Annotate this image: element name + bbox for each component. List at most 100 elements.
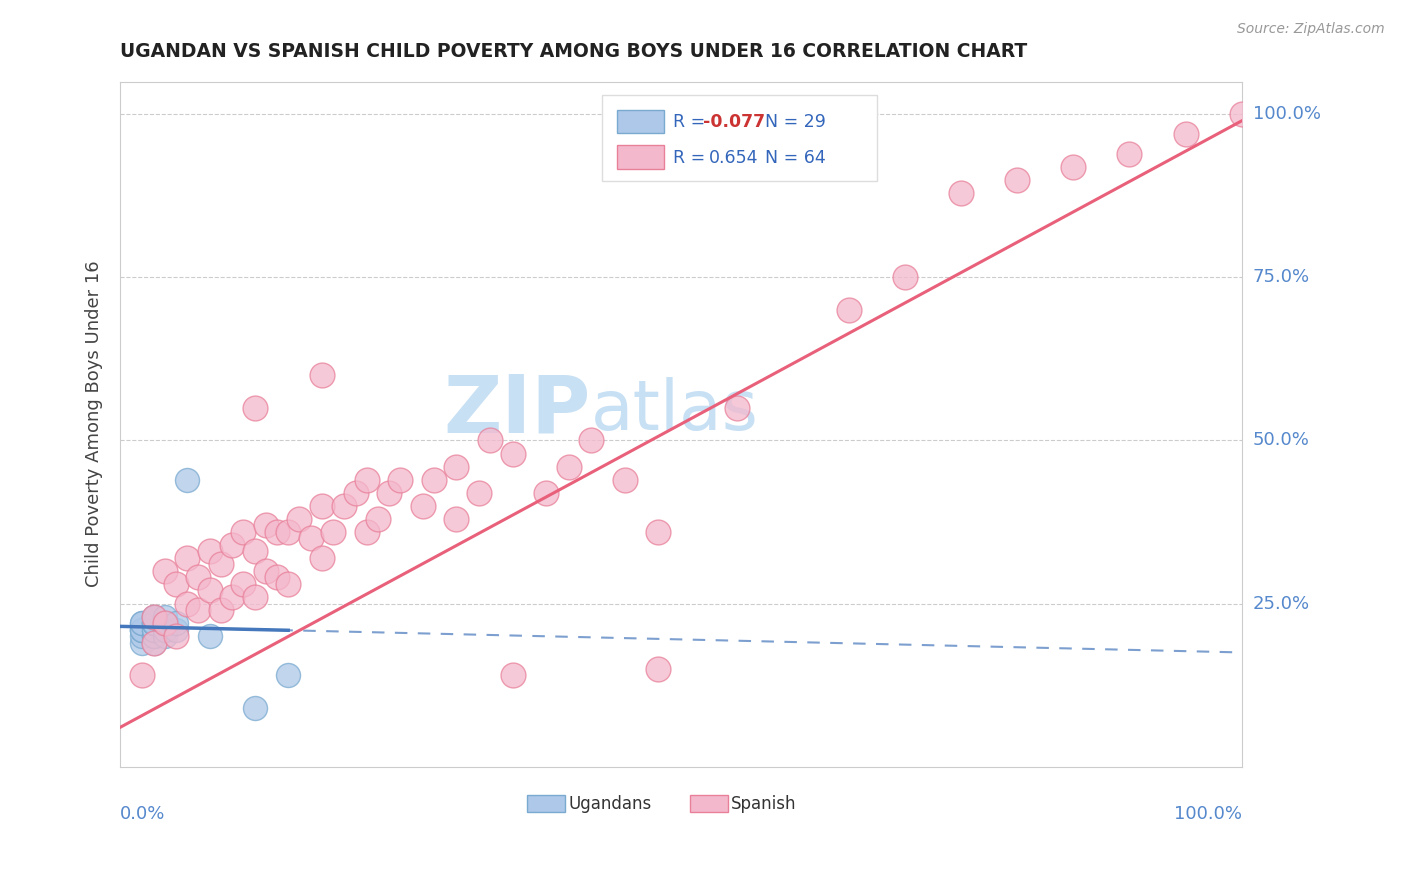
Point <box>232 577 254 591</box>
Point <box>153 616 176 631</box>
Y-axis label: Child Poverty Among Boys Under 16: Child Poverty Among Boys Under 16 <box>86 260 103 588</box>
Point <box>412 499 434 513</box>
Point <box>446 512 468 526</box>
FancyBboxPatch shape <box>602 95 877 181</box>
Point <box>198 583 221 598</box>
Point <box>243 590 266 604</box>
Point <box>142 609 165 624</box>
Point <box>232 524 254 539</box>
Text: N = 29: N = 29 <box>754 113 825 131</box>
Text: R =: R = <box>673 150 716 168</box>
Point <box>176 597 198 611</box>
Point <box>1007 172 1029 186</box>
Point <box>254 564 277 578</box>
Point <box>209 558 232 572</box>
Point <box>153 609 176 624</box>
Text: UGANDAN VS SPANISH CHILD POVERTY AMONG BOYS UNDER 16 CORRELATION CHART: UGANDAN VS SPANISH CHILD POVERTY AMONG B… <box>120 42 1028 61</box>
Point <box>176 473 198 487</box>
Point <box>894 270 917 285</box>
Point <box>311 368 333 383</box>
Point <box>502 668 524 682</box>
Point <box>153 623 176 637</box>
Point <box>647 662 669 676</box>
Point <box>131 616 153 631</box>
Text: 75.0%: 75.0% <box>1253 268 1310 286</box>
Text: Ugandans: Ugandans <box>568 796 652 814</box>
Point <box>468 485 491 500</box>
Point <box>344 485 367 500</box>
Point <box>142 629 165 643</box>
Point <box>266 524 288 539</box>
Point <box>243 701 266 715</box>
Point <box>557 459 579 474</box>
Text: ZIP: ZIP <box>444 371 591 450</box>
FancyBboxPatch shape <box>690 795 728 813</box>
Point <box>153 616 176 631</box>
Point <box>187 570 209 584</box>
Point <box>838 303 860 318</box>
Point <box>153 564 176 578</box>
Point <box>142 623 165 637</box>
Text: 25.0%: 25.0% <box>1253 595 1310 613</box>
Point <box>534 485 557 500</box>
Point <box>142 609 165 624</box>
Point <box>299 531 322 545</box>
Point <box>613 473 636 487</box>
Point <box>142 609 165 624</box>
Point <box>131 623 153 637</box>
Point <box>153 616 176 631</box>
Point <box>153 629 176 643</box>
Point <box>131 623 153 637</box>
FancyBboxPatch shape <box>617 110 664 133</box>
Point <box>288 512 311 526</box>
Point <box>243 544 266 558</box>
Text: atlas: atlas <box>591 377 759 444</box>
Point <box>176 550 198 565</box>
FancyBboxPatch shape <box>617 145 664 169</box>
Point <box>579 434 602 448</box>
Point <box>423 473 446 487</box>
Text: -0.077: -0.077 <box>703 113 765 131</box>
Text: 0.0%: 0.0% <box>120 805 166 823</box>
Point <box>1174 127 1197 141</box>
Point <box>165 616 187 631</box>
Point <box>367 512 389 526</box>
Point <box>142 616 165 631</box>
Point <box>198 629 221 643</box>
Point <box>142 623 165 637</box>
Point <box>446 459 468 474</box>
Point <box>142 635 165 649</box>
Point <box>1230 107 1253 121</box>
Point <box>502 446 524 460</box>
Text: Spanish: Spanish <box>731 796 797 814</box>
Point <box>131 635 153 649</box>
Text: Source: ZipAtlas.com: Source: ZipAtlas.com <box>1237 22 1385 37</box>
Text: R =: R = <box>673 113 710 131</box>
Point <box>479 434 502 448</box>
Point <box>950 186 973 200</box>
Text: 100.0%: 100.0% <box>1174 805 1241 823</box>
Text: N = 64: N = 64 <box>754 150 825 168</box>
Point <box>142 616 165 631</box>
Point <box>131 616 153 631</box>
Point <box>243 401 266 415</box>
Point <box>1062 160 1084 174</box>
Point <box>165 629 187 643</box>
Point <box>165 577 187 591</box>
Point <box>277 524 299 539</box>
Point <box>131 623 153 637</box>
Point <box>142 629 165 643</box>
Point <box>356 473 378 487</box>
Point <box>209 603 232 617</box>
Text: 100.0%: 100.0% <box>1253 105 1320 123</box>
Point <box>378 485 401 500</box>
Point <box>266 570 288 584</box>
Point <box>142 635 165 649</box>
Point <box>725 401 748 415</box>
Point <box>142 616 165 631</box>
Point <box>322 524 344 539</box>
Point <box>277 668 299 682</box>
Point <box>311 499 333 513</box>
Point <box>187 603 209 617</box>
Point <box>221 590 243 604</box>
